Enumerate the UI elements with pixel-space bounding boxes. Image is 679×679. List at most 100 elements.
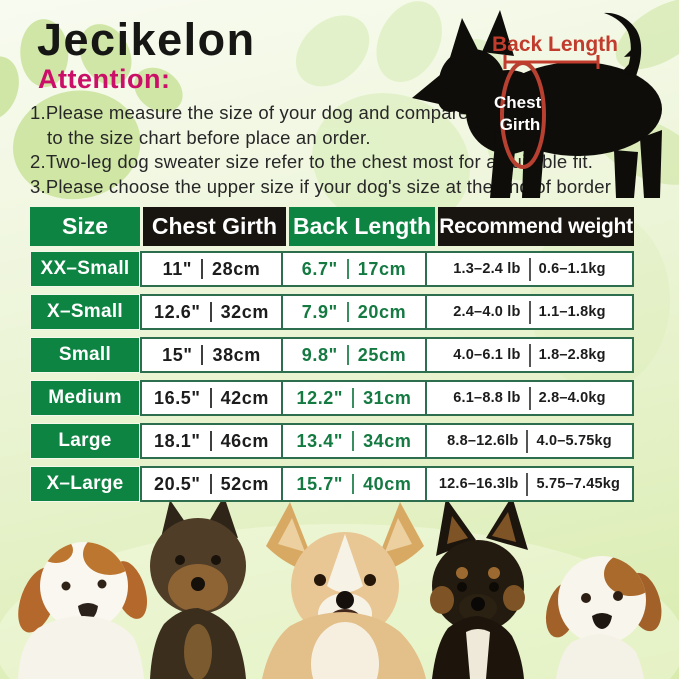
weight-kilograms: 2.8–4.0kg <box>538 390 606 406</box>
dog-silhouette-icon <box>412 10 662 198</box>
attention-line: 2.Two-leg dog sweater size refer to the … <box>30 151 594 172</box>
recommend-weight-cell: 1.3–2.4 lb 0.6–1.1kg <box>427 253 632 285</box>
value-separator <box>346 345 349 365</box>
chest-girth-cell: 20.5" 52cm <box>142 468 283 500</box>
value-separator <box>528 386 531 410</box>
recommend-weight-cell: 4.0–6.1 lb 1.8–2.8kg <box>427 339 632 371</box>
back-inches: 13.4" <box>296 430 344 451</box>
back-length-cell: 9.8" 25cm <box>283 339 427 371</box>
table-row: X–Large 20.5" 52cm 15.7" 40cm 12.6–16.3l… <box>30 466 634 502</box>
size-name-cell: X–Small <box>30 294 140 330</box>
header-chest-girth: Chest Girth <box>143 207 286 246</box>
chest-inches: 12.6" <box>153 301 201 322</box>
attention-heading: Attention: <box>38 64 171 94</box>
back-length-cell: 12.2" 31cm <box>283 382 427 414</box>
value-separator <box>352 474 355 494</box>
dog-photo-black-tan-chihuahua <box>430 496 528 679</box>
size-name-cell: XX–Small <box>30 251 140 287</box>
back-length-cell: 7.9" 20cm <box>283 296 427 328</box>
header-back-length: Back Length <box>289 207 435 246</box>
chest-inches: 15" <box>162 344 193 365</box>
chest-centimeters: 32cm <box>220 301 269 322</box>
chest-centimeters: 42cm <box>220 387 269 408</box>
value-separator <box>352 431 355 451</box>
value-separator <box>209 431 212 451</box>
table-row: Medium 16.5" 42cm 12.2" 31cm 6.1–8.8 lb … <box>30 380 634 416</box>
chest-girth-cell: 16.5" 42cm <box>142 382 283 414</box>
back-centimeters: 25cm <box>357 344 407 365</box>
weight-kilograms: 5.75–7.45kg <box>536 476 621 492</box>
size-name-cell: X–Large <box>30 466 140 502</box>
attention-list: 1.Please measure the size of your dog an… <box>30 101 611 199</box>
back-inches: 7.9" <box>301 301 338 322</box>
chest-inches: 18.1" <box>153 430 201 451</box>
weight-pounds: 12.6–16.3lb <box>438 476 519 492</box>
weight-pounds: 6.1–8.8 lb <box>453 390 521 406</box>
recommend-weight-cell: 8.8–12.6lb 4.0–5.75kg <box>427 425 632 457</box>
value-separator <box>352 388 355 408</box>
value-separator <box>209 302 212 322</box>
dog-photo-yorkshire-terrier <box>150 496 246 679</box>
back-length-cell: 13.4" 34cm <box>283 425 427 457</box>
recommend-weight-cell: 12.6–16.3lb 5.75–7.45kg <box>427 468 632 500</box>
recommend-weight-cell: 6.1–8.8 lb 2.8–4.0kg <box>427 382 632 414</box>
chest-girth-cell: 18.1" 46cm <box>142 425 283 457</box>
back-length-cell: 6.7" 17cm <box>283 253 427 285</box>
value-separator <box>528 257 531 281</box>
chest-inches: 20.5" <box>153 473 201 494</box>
table-row: XX–Small 11" 28cm 6.7" 17cm 1.3–2.4 lb 0… <box>30 251 634 287</box>
attention-line: 3.Please choose the upper size if your d… <box>30 175 612 197</box>
back-centimeters: 40cm <box>363 473 412 494</box>
chest-centimeters: 52cm <box>220 473 269 494</box>
back-inches: 12.2" <box>296 387 344 408</box>
back-length-label: Back Length <box>492 33 618 56</box>
chest-girth-cell: 12.6" 32cm <box>142 296 283 328</box>
table-row: Large 18.1" 46cm 13.4" 34cm 8.8–12.6lb 4… <box>30 423 634 459</box>
back-centimeters: 20cm <box>357 301 407 322</box>
chest-centimeters: 38cm <box>212 344 261 365</box>
weight-kilograms: 0.6–1.1kg <box>538 261 606 277</box>
size-chart-table: Size Chest Girth Back Length Recommend w… <box>30 207 634 509</box>
back-centimeters: 31cm <box>363 387 412 408</box>
weight-pounds: 8.8–12.6lb <box>447 433 519 449</box>
chest-inches: 11" <box>162 258 192 279</box>
chest-inches: 16.5" <box>153 387 201 408</box>
value-separator <box>209 388 212 408</box>
table-row: Small 15" 38cm 9.8" 25cm 4.0–6.1 lb 1.8–… <box>30 337 634 373</box>
dog-measurement-diagram: Chest Girth Back Length <box>412 10 662 198</box>
table-row: X–Small 12.6" 32cm 7.9" 20cm 2.4–4.0 lb … <box>30 294 634 330</box>
back-length-cell: 15.7" 40cm <box>283 468 427 500</box>
brand-title: Jecikelon <box>37 14 256 65</box>
header-recommend-weight: Recommend weight <box>438 207 634 246</box>
back-centimeters: 34cm <box>363 430 412 451</box>
chest-centimeters: 46cm <box>220 430 269 451</box>
value-separator <box>200 259 203 279</box>
weight-kilograms: 1.1–1.8kg <box>538 304 606 320</box>
back-length-measure <box>503 55 600 69</box>
dog-photo-white-brown-terrier <box>545 556 662 679</box>
size-name-cell: Medium <box>30 380 140 416</box>
value-separator <box>346 259 349 279</box>
weight-pounds: 2.4–4.0 lb <box>453 304 521 320</box>
value-separator <box>528 300 531 324</box>
attention-line: to the size chart before place an order. <box>47 126 371 148</box>
value-separator <box>526 472 529 496</box>
table-header-row: Size Chest Girth Back Length Recommend w… <box>30 207 634 246</box>
dogs-photo <box>0 496 679 679</box>
weight-pounds: 1.3–2.4 lb <box>453 261 521 277</box>
chest-girth-label: Chest Girth <box>494 93 546 134</box>
chest-centimeters: 28cm <box>211 258 261 279</box>
header-size: Size <box>30 207 140 246</box>
back-inches: 9.8" <box>301 344 338 365</box>
dog-photo-cream-papillon <box>262 502 426 679</box>
value-separator <box>201 345 204 365</box>
back-centimeters: 17cm <box>357 258 407 279</box>
weight-kilograms: 4.0–5.75kg <box>536 433 612 449</box>
chest-girth-cell: 11" 28cm <box>142 253 283 285</box>
size-name-cell: Small <box>30 337 140 373</box>
weight-kilograms: 1.8–2.8kg <box>538 347 606 363</box>
chest-girth-cell: 15" 38cm <box>142 339 283 371</box>
attention-line: 1.Please measure the size of your dog an… <box>30 102 469 123</box>
paw-print-icon <box>0 19 183 200</box>
